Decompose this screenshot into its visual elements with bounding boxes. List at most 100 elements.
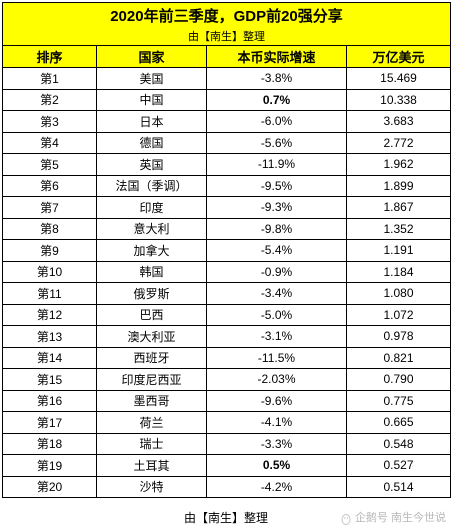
growth-cell: -3.1% [206, 325, 347, 348]
header-row: 排序 国家 本币实际增速 万亿美元 [2, 45, 451, 68]
country-cell: 印度 [96, 196, 207, 219]
growth-cell: -9.8% [206, 217, 347, 240]
table-row: 第16 墨西哥 -9.6% 0.775 [2, 389, 451, 412]
table-row: 第3 日本 -6.0% 3.683 [2, 110, 451, 133]
country-cell: 土耳其 [96, 454, 207, 477]
growth-cell: -5.4% [206, 239, 347, 262]
header-growth: 本币实际增速 [206, 45, 347, 68]
value-cell: 0.790 [346, 368, 451, 391]
growth-cell: -3.3% [206, 432, 347, 455]
table-row: 第4 德国 -5.6% 2.772 [2, 131, 451, 154]
growth-cell: -5.6% [206, 131, 347, 154]
table-row: 第19 土耳其 0.5% 0.527 [2, 454, 451, 477]
value-cell: 1.352 [346, 217, 451, 240]
rank-cell: 第12 [2, 303, 97, 326]
value-cell: 1.080 [346, 282, 451, 305]
value-cell: 0.514 [346, 475, 451, 498]
table-row: 第11 俄罗斯 -3.4% 1.080 [2, 282, 451, 305]
footer-credit: 由【南生】整理 [183, 511, 268, 525]
growth-cell: -9.3% [206, 196, 347, 219]
country-cell: 西班牙 [96, 346, 207, 369]
country-cell: 英国 [96, 153, 207, 176]
table-row: 第14 西班牙 -11.5% 0.821 [2, 346, 451, 369]
growth-cell: -11.5% [206, 346, 347, 369]
value-cell: 1.962 [346, 153, 451, 176]
country-cell: 荷兰 [96, 411, 207, 434]
country-cell: 俄罗斯 [96, 282, 207, 305]
value-cell: 0.527 [346, 454, 451, 477]
rank-cell: 第20 [2, 475, 97, 498]
country-cell: 美国 [96, 67, 207, 90]
country-cell: 德国 [96, 131, 207, 154]
growth-cell: -3.4% [206, 282, 347, 305]
country-cell: 加拿大 [96, 239, 207, 262]
table-row: 第1 美国 -3.8% 15.469 [2, 67, 451, 90]
rank-cell: 第4 [2, 131, 97, 154]
table-row: 第5 英国 -11.9% 1.962 [2, 153, 451, 176]
header-rank: 排序 [2, 45, 97, 68]
rank-cell: 第11 [2, 282, 97, 305]
value-cell: 3.683 [346, 110, 451, 133]
header-value: 万亿美元 [346, 45, 451, 68]
rank-cell: 第14 [2, 346, 97, 369]
growth-cell: -3.8% [206, 67, 347, 90]
country-cell: 沙特 [96, 475, 207, 498]
table-title: 2020年前三季度，GDP前20强分享 [2, 2, 451, 27]
rank-cell: 第2 [2, 88, 97, 111]
country-cell: 意大利 [96, 217, 207, 240]
penguin-icon [340, 512, 352, 525]
growth-cell: 0.5% [206, 454, 347, 477]
table-row: 第8 意大利 -9.8% 1.352 [2, 217, 451, 240]
rank-cell: 第3 [2, 110, 97, 133]
rank-cell: 第1 [2, 67, 97, 90]
growth-cell: 0.7% [206, 88, 347, 111]
rank-cell: 第6 [2, 174, 97, 197]
table-row: 第20 沙特 -4.2% 0.514 [2, 475, 451, 498]
value-cell: 15.469 [346, 67, 451, 90]
table-row: 第15 印度尼西亚 -2.03% 0.790 [2, 368, 451, 391]
header-country: 国家 [96, 45, 207, 68]
growth-cell: -4.1% [206, 411, 347, 434]
growth-cell: -9.6% [206, 389, 347, 412]
growth-cell: -6.0% [206, 110, 347, 133]
table-row: 第10 韩国 -0.9% 1.184 [2, 260, 451, 283]
country-cell: 巴西 [96, 303, 207, 326]
table-row: 第6 法国（季调） -9.5% 1.899 [2, 174, 451, 197]
table-row: 第12 巴西 -5.0% 1.072 [2, 303, 451, 326]
value-cell: 0.821 [346, 346, 451, 369]
growth-cell: -9.5% [206, 174, 347, 197]
watermark-text: 企鹅号 南生今世说 [354, 512, 446, 524]
value-cell: 0.665 [346, 411, 451, 434]
growth-cell: -0.9% [206, 260, 347, 283]
rank-cell: 第15 [2, 368, 97, 391]
growth-cell: -5.0% [206, 303, 347, 326]
gdp-ranking-table: 2020年前三季度，GDP前20强分享 由【南生】整理 排序 国家 本币实际增速… [2, 2, 451, 498]
country-cell: 瑞士 [96, 432, 207, 455]
value-cell: 1.072 [346, 303, 451, 326]
growth-cell: -11.9% [206, 153, 347, 176]
growth-cell: -4.2% [206, 475, 347, 498]
country-cell: 墨西哥 [96, 389, 207, 412]
country-cell: 日本 [96, 110, 207, 133]
value-cell: 1.899 [346, 174, 451, 197]
watermark: 企鹅号 南生今世说 [340, 508, 446, 528]
value-cell: 1.191 [346, 239, 451, 262]
country-cell: 法国（季调） [96, 174, 207, 197]
value-cell: 0.978 [346, 325, 451, 348]
rank-cell: 第5 [2, 153, 97, 176]
rank-cell: 第18 [2, 432, 97, 455]
rank-cell: 第19 [2, 454, 97, 477]
table-row: 第9 加拿大 -5.4% 1.191 [2, 239, 451, 262]
country-cell: 澳大利亚 [96, 325, 207, 348]
value-cell: 10.338 [346, 88, 451, 111]
rank-cell: 第9 [2, 239, 97, 262]
value-cell: 1.867 [346, 196, 451, 219]
rank-cell: 第7 [2, 196, 97, 219]
rank-cell: 第10 [2, 260, 97, 283]
value-cell: 0.775 [346, 389, 451, 412]
rank-cell: 第8 [2, 217, 97, 240]
value-cell: 2.772 [346, 131, 451, 154]
rank-cell: 第17 [2, 411, 97, 434]
table-row: 第13 澳大利亚 -3.1% 0.978 [2, 325, 451, 348]
rank-cell: 第16 [2, 389, 97, 412]
